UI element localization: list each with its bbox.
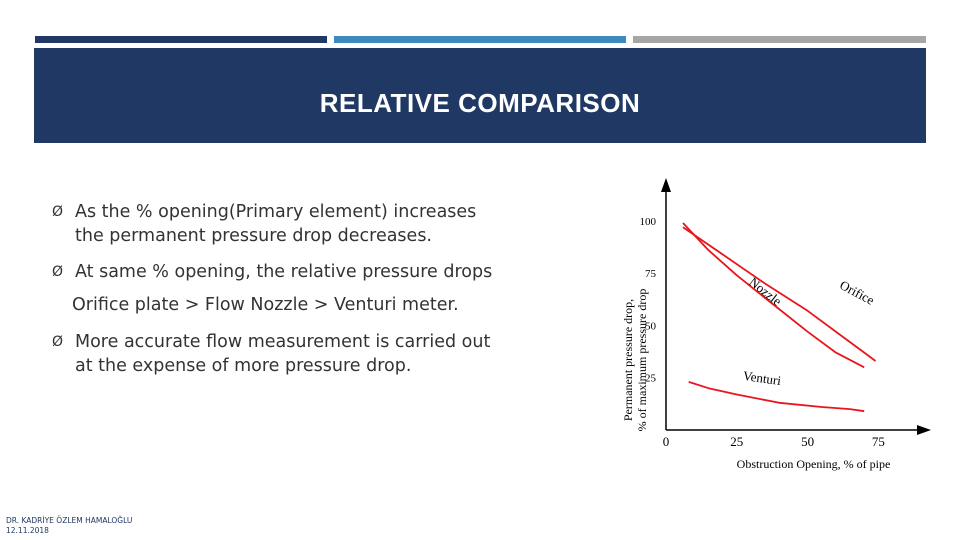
bullet-item: Ø More accurate flow measurement is carr… [52,330,572,378]
bullet-line: the permanent pressure drop decreases. [75,226,432,246]
title-band [34,48,926,143]
top-accent-bar-navy [35,36,327,43]
bullet-line: More accurate flow measurement is carrie… [75,332,491,352]
x-axis-arrow-icon [917,425,931,435]
y-tick-label: 50 [645,320,657,332]
series-label-orifice: Orifice [837,277,877,308]
footer: DR. KADRİYE ÖZLEM HAMALOĞLU 12.11.2018 [6,516,132,536]
bullet-line: At same % opening, the relative pressure… [75,262,493,282]
comparison-line: Orifice plate > Flow Nozzle > Venturi me… [72,295,459,315]
y-tick-label: 100 [640,216,657,228]
slide-title: RELATIVE COMPARISON [319,88,641,118]
series-line-nozzle [682,222,865,369]
series-label-venturi: Venturi [742,368,782,388]
chart-axes [661,178,931,435]
bullet-item: Ø At same % opening, the relative pressu… [52,260,572,284]
arrow-bullet-icon: Ø [52,204,64,220]
top-accent-bar-gray [633,36,926,43]
bullet-list-2: Ø At same % opening, the relative pressu… [52,260,572,284]
bullet-list-1: Ø As the % opening(Primary element) incr… [52,200,572,248]
bullet-line: As the % opening(Primary element) increa… [75,202,477,222]
chart-series [682,222,877,413]
y-axis-label-line1: Permanent pressure drop, [621,299,635,421]
y-axis-label-line2: % of maximum pressure drop [635,289,649,432]
arrow-bullet-icon: Ø [52,264,64,280]
x-tick-label: 75 [872,434,885,449]
bullet-list-3: Ø More accurate flow measurement is carr… [52,330,572,378]
series-line-venturi [688,381,865,413]
footer-date: 12.11.2018 [6,526,49,535]
x-axis-label: Obstruction Opening, % of pipe [737,457,891,471]
footer-author: DR. KADRİYE ÖZLEM HAMALOĞLU [6,516,133,525]
x-tick-label: 50 [801,434,814,449]
series-label-nozzle: Nozzle [746,274,784,309]
x-tick-label: 0 [663,434,670,449]
y-tick-label: 25 [645,373,657,385]
y-tick-label: 75 [645,268,657,280]
top-accent-bar-blue [334,36,626,43]
arrow-bullet-icon: Ø [52,334,64,350]
chart-labels: Orifice Nozzle Venturi Obstruction Opening,… [621,274,890,471]
x-tick-label: 25 [730,434,743,449]
bullet-line: at the expense of more pressure drop. [75,356,412,376]
bullet-item: Ø As the % opening(Primary element) incr… [52,200,572,248]
pressure-drop-chart: 0 25 50 75 25 50 75 100 Orifice Nozzle Venturi Obs… [621,178,931,471]
series-line-orifice [682,226,877,362]
chart-ticks: 0 25 50 75 25 50 75 100 [640,216,885,449]
y-axis-arrow-icon [661,178,671,192]
